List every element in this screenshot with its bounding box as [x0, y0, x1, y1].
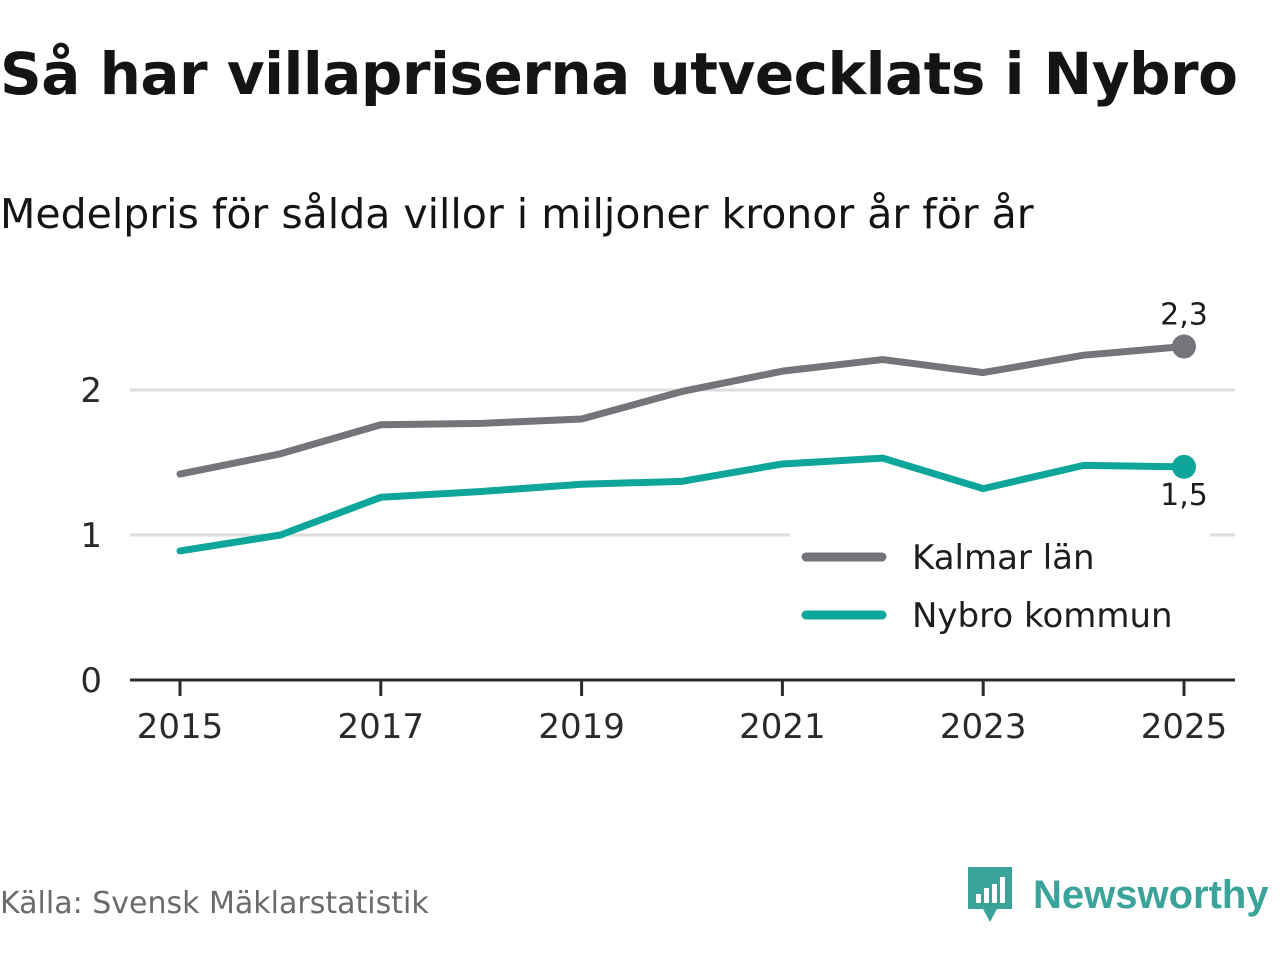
y-tick-label: 0: [80, 661, 102, 701]
end-value-label: 2,3: [1160, 298, 1208, 333]
series-line-1: [176, 454, 1188, 555]
x-tick-label: 2017: [338, 707, 425, 747]
chart-title: Så har villapriserna utvecklats i Nybro: [0, 40, 1238, 108]
y-tick-label: 1: [80, 516, 102, 556]
legend-label-0: Kalmar län: [912, 538, 1095, 578]
brand-name: Newsworthy: [1033, 872, 1269, 917]
end-value-label: 1,5: [1160, 478, 1208, 513]
y-tick-label: 2: [80, 371, 102, 411]
legend-box: [790, 528, 1210, 648]
series-end-point-0: [1172, 334, 1196, 359]
x-tick-label: 2025: [1141, 707, 1228, 747]
newsworthy-logo-icon: [968, 867, 1012, 922]
x-tick-label: 2021: [739, 707, 826, 747]
x-tick-label: 2019: [538, 707, 625, 747]
line-chart: 0 1 2 2015 2017 2019 2021 2023 2025 2,3 1,5 Kalma…: [80, 298, 1235, 747]
legend-label-1: Nybro kommun: [912, 596, 1173, 636]
chart-subtitle: Medelpris för sålda villor i miljoner kr…: [0, 190, 1034, 238]
series-line-0: [176, 343, 1188, 478]
brand: Newsworthy: [965, 864, 1269, 926]
x-tick-label: 2015: [137, 707, 224, 747]
x-tick-label: 2023: [940, 707, 1027, 747]
series-end-point-1: [1172, 454, 1196, 479]
source-note: Källa: Svensk Mäklarstatistik: [0, 886, 429, 921]
